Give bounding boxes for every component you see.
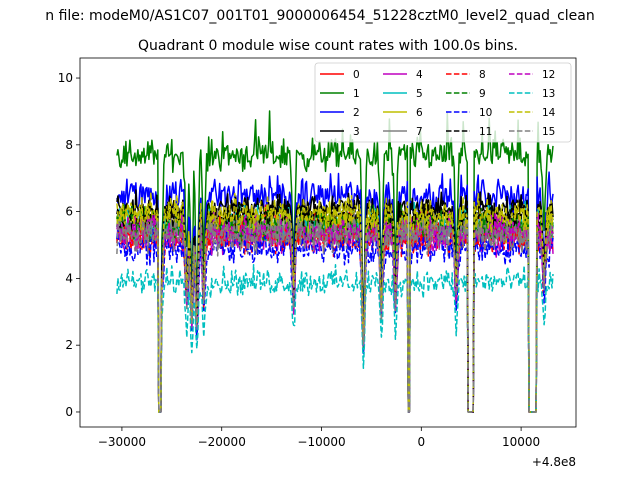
legend-label-2: 2 (353, 107, 360, 119)
axes-frame (79, 57, 577, 428)
legend-label-11: 11 (479, 126, 492, 138)
legend-label-3: 3 (353, 126, 360, 138)
legend-label-12: 12 (542, 69, 555, 81)
legend-label-7: 7 (416, 126, 423, 138)
y-tick-label: 4 (65, 271, 73, 285)
y-tick-label: 8 (65, 138, 73, 152)
legend-label-4: 4 (416, 69, 423, 81)
legend-label-5: 5 (416, 88, 423, 100)
series-line-10 (116, 227, 554, 413)
x-tick-label: −30000 (98, 435, 146, 449)
legend-label-13: 13 (542, 88, 555, 100)
series-layer (116, 110, 554, 413)
x-tick-label: 10000 (502, 435, 540, 449)
y-tick-label: 0 (65, 405, 73, 419)
series-line-13 (116, 263, 554, 413)
y-axis: 0 2 4 6 8 10 (58, 71, 80, 419)
x-axis: −30000 −20000 −10000 0 10000 (98, 427, 540, 449)
y-tick-label: 6 (65, 205, 73, 219)
legend-label-14: 14 (542, 107, 556, 119)
series-line-14 (116, 191, 554, 413)
y-tick-label: 10 (58, 71, 73, 85)
x-tick-label: −10000 (297, 435, 345, 449)
legend-frame (314, 62, 572, 143)
legend-label-6: 6 (416, 107, 423, 119)
x-tick-label: −20000 (198, 435, 246, 449)
legend-label-15: 15 (542, 126, 555, 138)
legend-label-1: 1 (353, 88, 360, 100)
x-offset-label: +4.8e8 (532, 455, 576, 469)
legend-label-0: 0 (353, 69, 360, 81)
figure-suptitle: n file: modeM0/AS1C07_001T01_9000006454_… (45, 8, 594, 24)
legend-label-9: 9 (479, 88, 486, 100)
y-tick-label: 2 (65, 338, 73, 352)
series-line-15 (116, 213, 554, 413)
legend-label-10: 10 (479, 107, 492, 119)
x-tick-label: 0 (417, 435, 425, 449)
chart-title: Quadrant 0 module wise count rates with … (138, 38, 518, 54)
legend-label-8: 8 (479, 69, 486, 81)
